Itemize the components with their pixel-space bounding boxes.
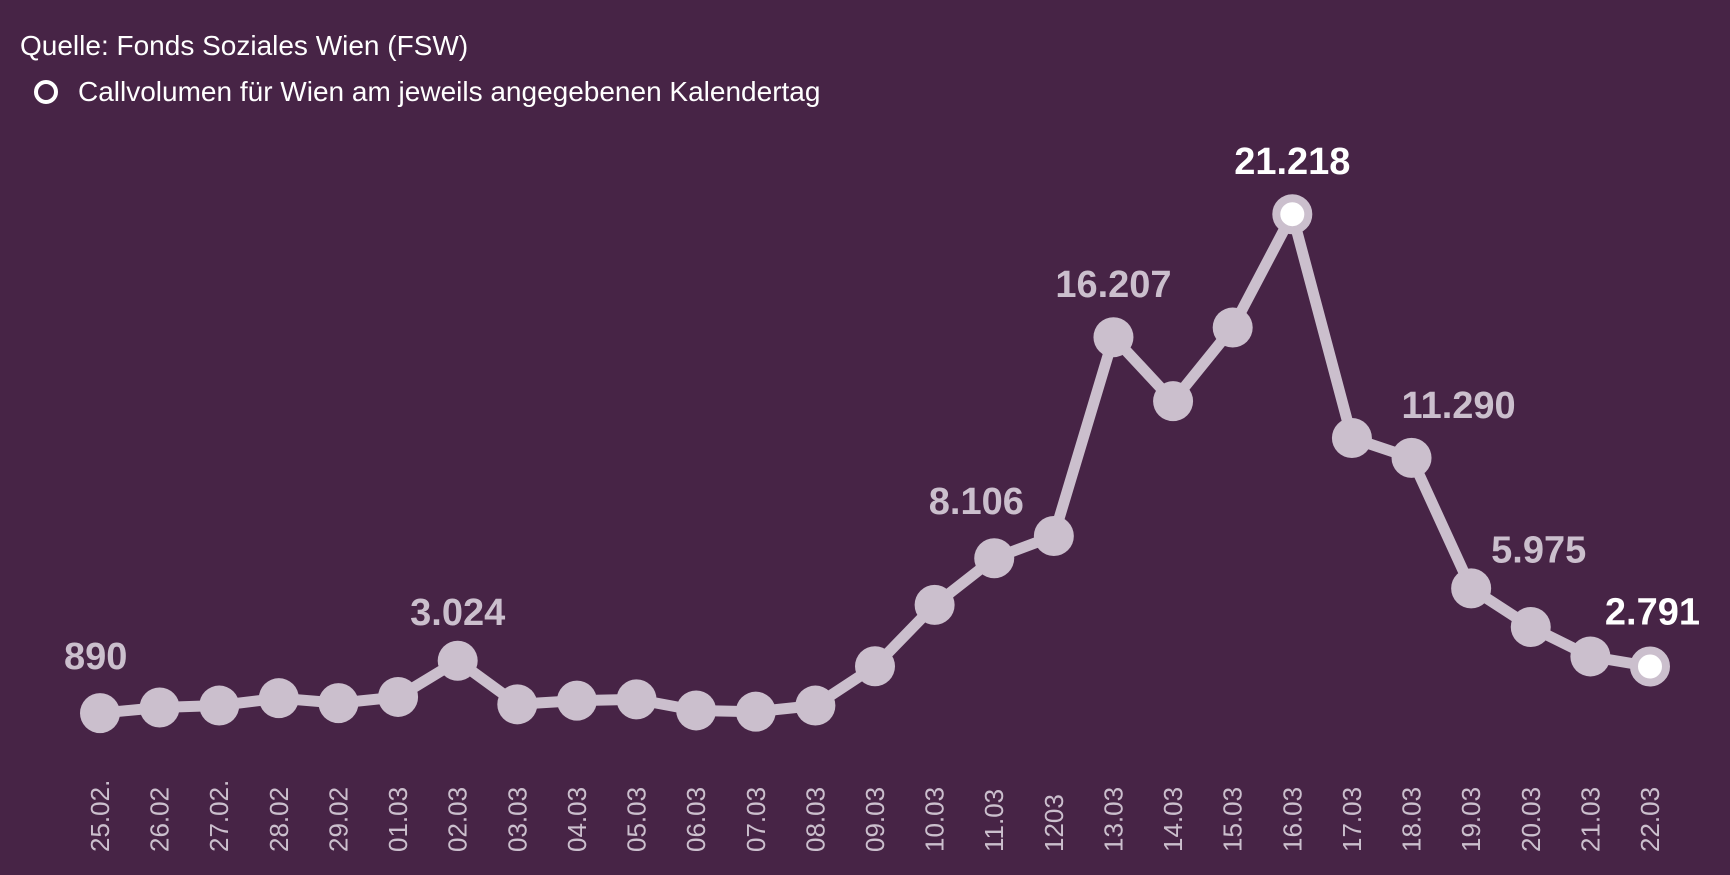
- data-point: [974, 538, 1015, 579]
- x-tick-label: 09.03: [860, 787, 890, 852]
- x-tick-label: 13.03: [1098, 787, 1128, 852]
- data-point: [1570, 636, 1611, 677]
- value-label: 8.106: [929, 481, 1024, 523]
- data-point: [199, 685, 240, 726]
- value-label: 890: [64, 636, 127, 678]
- value-label: 16.207: [1055, 264, 1171, 306]
- legend: Callvolumen für Wien am jeweils angegebe…: [34, 76, 820, 108]
- x-tick-label: 15.03: [1218, 787, 1248, 852]
- x-tick-label: 22.03: [1635, 787, 1665, 852]
- value-label: 2.791: [1605, 591, 1700, 633]
- x-axis-ticks-group: 25.02. 26.02 27.02. 28.02 29.02 01.03 02.03 03.…: [85, 780, 1665, 852]
- legend-label: Callvolumen für Wien am jeweils angegebe…: [78, 76, 821, 107]
- x-tick-label: 18.03: [1397, 787, 1427, 852]
- data-point: [1272, 194, 1313, 235]
- data-point: [616, 679, 657, 720]
- x-tick-label: 26.02: [145, 787, 175, 852]
- data-point: [1033, 516, 1074, 557]
- x-tick-label: 28.02: [264, 787, 294, 852]
- x-tick-label: 10.03: [920, 787, 950, 852]
- data-point: [1510, 607, 1551, 647]
- data-point: [1331, 418, 1372, 458]
- x-tick-label: 04.03: [562, 787, 592, 852]
- value-label: 5.975: [1491, 529, 1586, 571]
- x-tick-label: 1203: [1039, 794, 1069, 852]
- x-tick-label: 11.03: [979, 789, 1009, 852]
- data-point: [318, 683, 359, 724]
- x-tick-label: 14.03: [1158, 787, 1188, 852]
- data-point: [1451, 568, 1492, 609]
- data-point: [258, 678, 299, 719]
- x-tick-label: 25.02.: [85, 780, 115, 852]
- x-tick-label: 21.03: [1575, 787, 1605, 852]
- data-point: [556, 680, 597, 721]
- x-tick-label: 27.02.: [204, 780, 234, 852]
- data-point: [1093, 317, 1134, 358]
- x-tick-label: 17.03: [1337, 787, 1367, 852]
- x-tick-label: 03.03: [502, 787, 532, 852]
- data-point: [676, 690, 717, 731]
- x-tick-label: 06.03: [681, 787, 711, 852]
- x-tick-label: 05.03: [622, 787, 652, 852]
- value-label: 11.290: [1402, 385, 1516, 427]
- x-tick-label: 02.03: [443, 787, 473, 852]
- data-point: [1630, 646, 1670, 687]
- x-tick-label: 08.03: [800, 787, 830, 852]
- source-note: Quelle: Fonds Soziales Wien (FSW): [20, 30, 469, 61]
- data-point: [855, 646, 895, 687]
- x-tick-label: 19.03: [1456, 787, 1486, 852]
- data-point: [914, 584, 955, 625]
- data-point: [1212, 307, 1253, 348]
- x-tick-label: 07.03: [741, 787, 771, 852]
- data-point: [378, 676, 419, 717]
- x-tick-label: 01.03: [383, 787, 413, 852]
- value-labels-group: 890 3.024 8.106 16.207 21.218 11.290 5.975 2.79…: [64, 141, 1700, 678]
- data-point: [437, 640, 478, 681]
- points-group: [80, 194, 1670, 734]
- data-point: [795, 685, 836, 726]
- x-tick-label: 29.02: [323, 787, 353, 852]
- x-tick-label: 16.03: [1277, 787, 1307, 852]
- value-label: 3.024: [410, 592, 505, 634]
- legend-circle-icon: [34, 80, 58, 104]
- data-point: [497, 684, 538, 725]
- value-label: 21.218: [1234, 141, 1350, 183]
- data-point: [735, 691, 776, 732]
- data-point: [139, 687, 180, 728]
- x-tick-label: 20.03: [1516, 787, 1546, 852]
- data-point: [1391, 437, 1432, 478]
- data-point: [80, 693, 120, 734]
- data-point: [1153, 381, 1194, 422]
